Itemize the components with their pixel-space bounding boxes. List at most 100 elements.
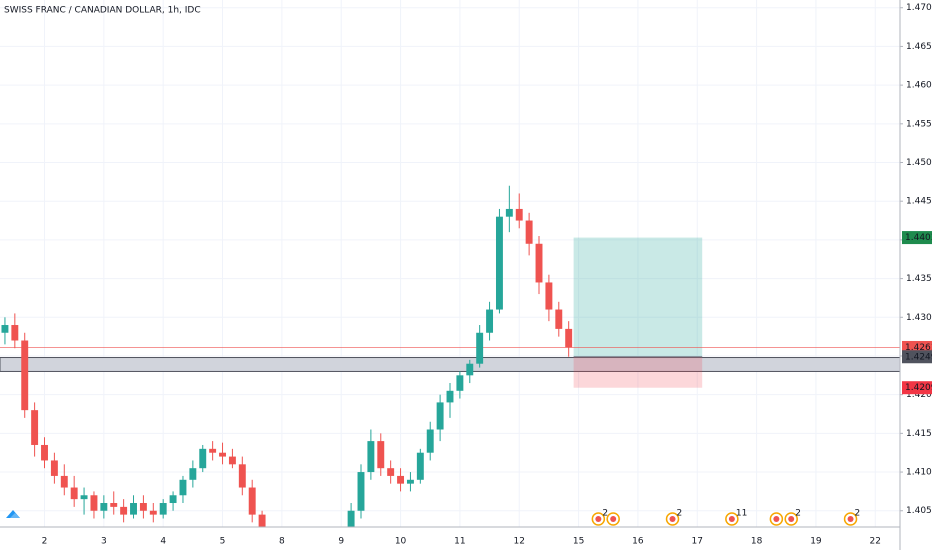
x-tick-label: 4 (160, 537, 166, 547)
candle-body (397, 475, 405, 484)
candle-body (169, 495, 177, 504)
candle-body (120, 506, 128, 515)
event-count: 11 (736, 509, 747, 519)
candle-body (179, 479, 187, 496)
candle-body (70, 487, 78, 500)
candle-body (258, 514, 266, 527)
event-icon-flag (610, 516, 617, 522)
target-area (573, 237, 703, 357)
stop-area (573, 356, 703, 388)
x-tick-label: 2 (42, 537, 48, 547)
price-badge-label: 1.4209 (905, 383, 932, 393)
candle-body (199, 448, 207, 469)
candle-body (1, 325, 9, 333)
candle-body (436, 402, 444, 430)
candle-body (416, 452, 424, 480)
candle-body (565, 328, 573, 348)
candle-body (238, 464, 246, 488)
axes: 1.4700 1.4650 1.4600 1.4550 1.4500 1.4450 1.44… (42, 3, 932, 547)
event-icon-flag (773, 516, 780, 522)
y-tick-label: 1.4050 (906, 506, 932, 516)
y-tick-label: 1.4500 (906, 158, 932, 168)
candle-body (505, 208, 513, 217)
candle-body (347, 510, 355, 527)
candle-body (130, 503, 137, 515)
event-count: 2 (602, 509, 608, 519)
candle-body (476, 332, 484, 364)
candle-body (535, 243, 543, 283)
candle-body (377, 441, 385, 469)
plot-area (0, 185, 900, 527)
event-icon-flag (595, 516, 602, 522)
y-tick-label: 1.4450 (906, 197, 932, 207)
candle-body (139, 503, 147, 511)
price-badge (902, 231, 932, 245)
y-tick-label: 1.4600 (906, 81, 932, 91)
grid (0, 0, 900, 527)
candle-body (209, 448, 217, 453)
candle-body (100, 503, 108, 511)
x-tick-label: 19 (810, 537, 822, 547)
x-tick-label: 17 (692, 537, 703, 547)
price-badge (902, 350, 932, 364)
candle-body (545, 282, 553, 310)
candle-body (555, 309, 563, 329)
x-tick-label: 18 (751, 537, 763, 547)
candle-body (159, 503, 167, 515)
candle-body (525, 220, 533, 244)
x-tick-label: 22 (870, 537, 881, 547)
y-tick-label: 1.4150 (906, 429, 932, 439)
event-icon-flag (847, 516, 854, 522)
y-tick-label: 1.4350 (906, 274, 932, 284)
logo (6, 510, 20, 518)
candle-body (189, 468, 197, 480)
candle-body (80, 495, 88, 500)
x-tick-label: 16 (632, 537, 644, 547)
y-tick-label: 1.4700 (906, 3, 932, 13)
event-icon-flag (669, 516, 676, 522)
y-tick-label: 1.4650 (906, 42, 932, 52)
candle-body (515, 208, 523, 221)
x-tick-label: 10 (395, 537, 407, 547)
candle-body (60, 475, 68, 488)
price-badge-label: 1.4403 (905, 233, 932, 243)
chart-title: SWISS FRANC / CANADIAN DOLLAR, 1h, IDC (4, 6, 201, 16)
candle-body (248, 487, 256, 515)
event-count: 2 (677, 509, 683, 519)
candle-body (90, 495, 98, 511)
zone (0, 357, 900, 372)
candle-body (219, 452, 226, 457)
candle-body (357, 472, 365, 511)
x-tick-label: 5 (220, 537, 226, 547)
candle-body (486, 309, 494, 333)
x-tick-label: 12 (514, 537, 525, 547)
candle-body (367, 441, 375, 473)
event-count: 2 (795, 509, 801, 519)
candle-body (228, 456, 236, 465)
y-tick-label: 1.4200 (906, 390, 932, 400)
price-badge-label: 1.4249 (905, 352, 932, 362)
candle-body (387, 468, 395, 476)
candle-body (446, 390, 454, 403)
x-tick-label: 3 (101, 537, 107, 547)
candle-body (41, 444, 48, 461)
candle-body (149, 510, 157, 515)
candle-body (50, 460, 58, 476)
candle-body (426, 429, 434, 453)
candle-body (495, 216, 503, 310)
x-tick-label: 8 (279, 537, 285, 547)
price-badge (902, 381, 932, 395)
event-icon-flag (728, 516, 735, 522)
event-count: 2 (855, 509, 861, 519)
x-tick-label: 11 (454, 537, 465, 547)
event-icon-flag (788, 516, 795, 522)
candle-body (466, 363, 474, 376)
candle-body (31, 410, 39, 445)
x-tick-label: 9 (338, 537, 344, 547)
y-tick-label: 1.4100 (906, 468, 932, 478)
x-tick-label: 15 (573, 537, 584, 547)
candle-body (406, 479, 414, 484)
